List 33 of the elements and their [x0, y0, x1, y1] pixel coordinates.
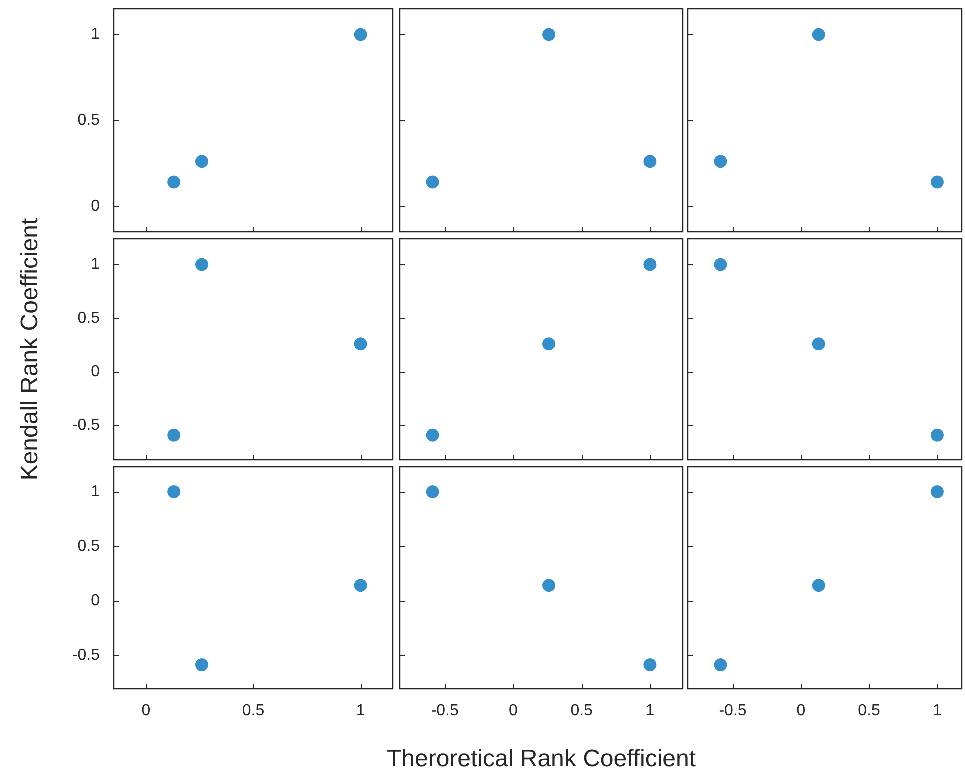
- y-tick-label: 0: [91, 198, 100, 215]
- x-tick-label: 0.5: [570, 702, 594, 720]
- y-tick-label: 1: [91, 484, 100, 501]
- y-tick-label: 1: [91, 26, 100, 44]
- y-tick-label: -0.5: [72, 646, 100, 664]
- point: [196, 658, 208, 672]
- x-tick-label: 1: [356, 702, 366, 720]
- x-tick-label: -0.5: [431, 702, 459, 720]
- y-axis-title: Kendall Rank Coefficient: [16, 218, 44, 481]
- x-tick-label: 0: [142, 702, 151, 720]
- point: [196, 258, 208, 272]
- x-tick-label: 0.5: [858, 702, 881, 720]
- x-tick-label: 1: [933, 702, 942, 720]
- y-tick-label: -0.5: [72, 417, 100, 434]
- y-tick-label: 0.5: [78, 310, 100, 327]
- y-tick-label: 0.5: [78, 538, 100, 555]
- y-tick-label: 0.5: [78, 112, 100, 129]
- x-tick-label: 0.5: [242, 702, 265, 720]
- y-tick-label: 0: [91, 592, 100, 610]
- y-tick-label: 0: [91, 364, 100, 381]
- point: [168, 428, 181, 442]
- point: [354, 579, 368, 592]
- point: [354, 338, 368, 351]
- point: [196, 155, 208, 168]
- y-tick-label: 1: [91, 256, 100, 274]
- point: [354, 28, 368, 42]
- point: [168, 176, 181, 189]
- x-tick-label: 0: [796, 702, 806, 720]
- x-tick-label: 1: [646, 702, 655, 720]
- point: [168, 486, 181, 499]
- x-tick-label: 0: [509, 702, 518, 720]
- x-tick-label: -0.5: [719, 702, 747, 720]
- x-axis-title: Theroretical Rank Coefficient: [386, 746, 696, 772]
